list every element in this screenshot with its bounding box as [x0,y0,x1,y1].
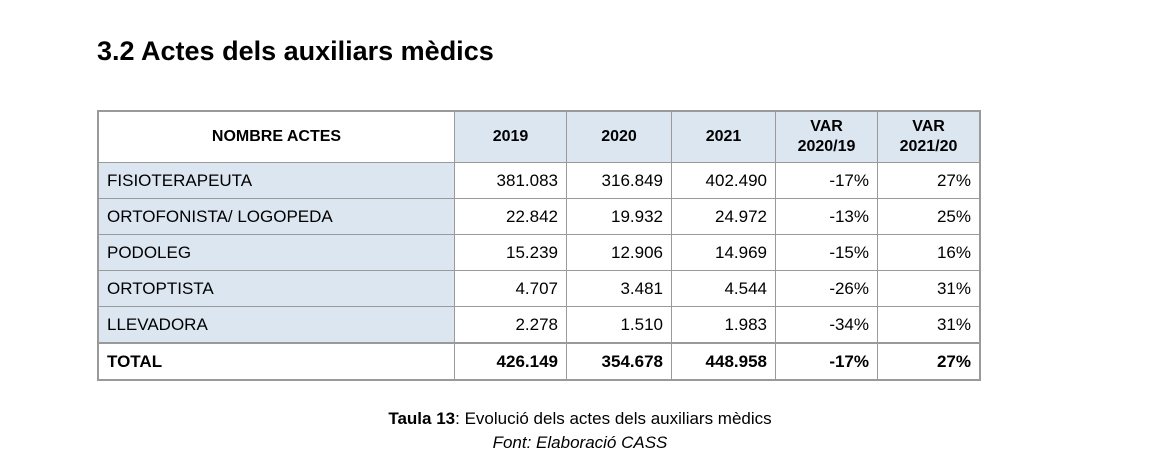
table-row: PODOLEG 15.239 12.906 14.969 -15% 16% [97,234,981,271]
cell: 3.481 [566,270,672,307]
table-row: FISIOTERAPEUTA 381.083 316.849 402.490 -17% 2… [97,162,981,199]
caption-label: Taula 13 [388,409,456,428]
cell: 22.842 [454,198,567,235]
row-label: ORTOFONISTA/ LOGOPEDA [97,198,455,235]
cell: 24.972 [671,198,776,235]
caption-source: Font: Elaboració CASS [492,433,668,452]
cell: 16% [877,234,981,271]
cell: -13% [775,198,878,235]
cell: 2.278 [454,306,567,344]
total-cell: 27% [877,342,981,381]
table-row: ORTOFONISTA/ LOGOPEDA 22.842 19.932 24.972-… [97,198,981,235]
header-row: NOMBRE ACTES 2019 2020 2021 VAR 2020/19 VAR 2… [97,110,981,163]
total-row: TOTAL 426.149 354.678 448.958 -17% 27% [97,342,981,381]
row-label: ORTOPTISTA [97,270,455,307]
section-title: 3.2 Actes dels auxiliars mèdics [97,36,494,66]
column-header: 2021 [671,110,776,163]
data-table: NOMBRE ACTES 2019 2020 2021 VAR 2020/19 VAR 2… [97,110,981,381]
cell: 19.932 [566,198,672,235]
total-cell: 354.678 [566,342,672,381]
cell: 31% [877,270,981,307]
cell: 4.544 [671,270,776,307]
cell: 27% [877,162,981,199]
total-cell: -17% [775,342,878,381]
column-header: VAR 2021/20 [877,110,981,163]
cell: 381.083 [454,162,567,199]
cell: 402.490 [671,162,776,199]
row-label: FISIOTERAPEUTA [97,162,455,199]
table-body: FISIOTERAPEUTA 381.083 316.849 402.490 -17% 2… [97,162,981,381]
column-header: 2020 [566,110,672,163]
cell: 1.983 [671,306,776,344]
row-label: PODOLEG [97,234,455,271]
column-header: NOMBRE ACTES [97,110,455,163]
column-header: 2019 [454,110,567,163]
cell: 12.906 [566,234,672,271]
cell: 14.969 [671,234,776,271]
caption-text: : Evolució dels actes dels auxiliars mèd… [455,409,772,428]
cell: -34% [775,306,878,344]
cell: -17% [775,162,878,199]
total-cell: 448.958 [671,342,776,381]
table-row: ORTOPTISTA 4.707 3.481 4.544 -26% 31% [97,270,981,307]
cell: -15% [775,234,878,271]
cell: 15.239 [454,234,567,271]
cell: 316.849 [566,162,672,199]
cell: -26% [775,270,878,307]
cell: 1.510 [566,306,672,344]
cell: 4.707 [454,270,567,307]
table-row: LLEVADORA 2.278 1.510 1.983 -34% 31% [97,306,981,344]
caption: Taula 13: Evolució dels actes dels auxil… [0,409,1150,429]
cell: 25% [877,198,981,235]
column-header: VAR 2020/19 [775,110,878,163]
cell: 31% [877,306,981,344]
total-cell: 426.149 [454,342,567,381]
total-label: TOTAL [97,342,455,381]
row-label: LLEVADORA [97,306,455,344]
